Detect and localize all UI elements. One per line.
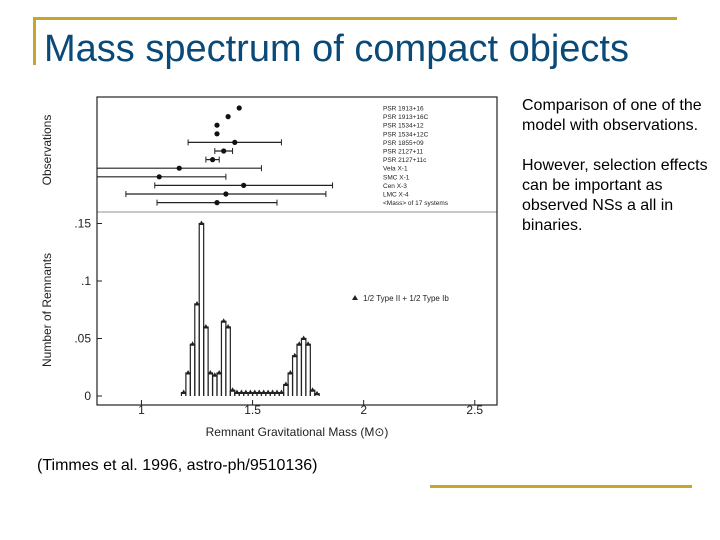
observation-name: Cen X-3 <box>383 183 407 190</box>
bin-marker <box>243 389 249 395</box>
bin-marker <box>296 341 302 346</box>
bin-marker <box>256 389 262 395</box>
bin-marker <box>283 381 289 386</box>
bin-marker <box>310 387 316 392</box>
observation-name: PSR 1534+12 <box>383 123 424 130</box>
y-axis-label: Number of Remnants <box>40 253 54 367</box>
bin-marker <box>198 220 204 225</box>
x-tick-label: 2 <box>360 403 367 417</box>
bin-marker <box>185 370 191 375</box>
x-tick-label: 1.5 <box>244 403 261 417</box>
bin-marker <box>287 370 293 375</box>
observation-point <box>232 139 238 145</box>
slide-title: Mass spectrum of compact objects <box>44 28 629 70</box>
observation-name: PSR 1913+16C <box>383 114 429 121</box>
observation-point <box>214 131 220 137</box>
observation-point <box>221 148 227 154</box>
bin-marker <box>274 389 280 395</box>
bin-marker <box>207 370 213 375</box>
bin-marker <box>247 389 253 395</box>
figure: Observations Number of Remnants Remnant … <box>33 88 505 446</box>
observation-name: PSR 2127+11c <box>383 157 427 164</box>
bin-marker <box>270 389 276 395</box>
observation-point <box>225 114 231 120</box>
observation-point <box>236 105 242 111</box>
x-tick-label: 1 <box>138 403 145 417</box>
observation-point <box>214 200 220 206</box>
bin-marker <box>261 389 267 395</box>
x-tick-label: 2.5 <box>466 403 483 417</box>
observation-name: PSR 1913+16 <box>383 106 424 113</box>
bin-marker <box>181 389 187 395</box>
legend-marker <box>352 295 358 300</box>
top-rule <box>33 17 677 20</box>
x-axis-label: Remnant Gravitational Mass (M⊙) <box>206 425 389 439</box>
bottom-rule <box>430 485 692 488</box>
obs-axis-label: Observations <box>40 115 54 186</box>
bin-marker <box>194 301 200 306</box>
observation-point <box>156 174 162 180</box>
bin-marker <box>225 324 231 329</box>
bin-marker <box>238 389 244 395</box>
bin-marker <box>216 370 222 375</box>
bin-marker <box>278 389 284 395</box>
bin-marker <box>234 389 240 395</box>
bin-marker <box>265 389 271 395</box>
observation-point <box>214 122 220 128</box>
bin-marker <box>190 341 196 346</box>
observation-point <box>223 191 229 197</box>
bin-marker <box>212 372 218 377</box>
y-tick-label: .1 <box>81 274 91 288</box>
observation-name: PSR 1534+12C <box>383 131 429 138</box>
side-paragraph: However, selection effects can be import… <box>522 157 708 234</box>
left-rule <box>33 17 36 65</box>
bin-marker <box>252 389 258 395</box>
observation-name: PSR 1855+09 <box>383 140 424 147</box>
y-tick-label: .05 <box>74 332 91 346</box>
y-tick-label: 0 <box>84 389 91 403</box>
observation-name: <Mass> of 17 systems <box>383 200 449 207</box>
bin-marker <box>292 352 298 358</box>
observation-name: PSR 2127+11 <box>383 149 424 156</box>
y-tick-label: .15 <box>74 217 91 231</box>
observation-point <box>176 165 182 171</box>
side-paragraph: Comparison of one of the model with obse… <box>522 97 702 134</box>
bin-marker <box>314 390 320 396</box>
bin-marker <box>230 387 236 392</box>
figure-background <box>33 88 505 446</box>
observation-name: SMC X-1 <box>383 174 410 181</box>
legend-label: 1/2 Type II + 1/2 Type Ib <box>363 294 449 303</box>
bin-marker <box>221 318 227 323</box>
side-text: Comparison of one of the model with obse… <box>522 96 718 256</box>
plot-frame <box>96 96 498 406</box>
observation-point <box>209 157 216 163</box>
caption: (Timmes et al. 1996, astro-ph/9510136) <box>37 457 318 474</box>
observation-point <box>241 182 247 188</box>
observation-name: Vela X-1 <box>383 166 408 173</box>
observation-name: LMC X-4 <box>383 192 409 199</box>
bin-marker <box>301 335 307 340</box>
bin-marker <box>203 324 209 329</box>
bin-marker <box>305 341 311 346</box>
